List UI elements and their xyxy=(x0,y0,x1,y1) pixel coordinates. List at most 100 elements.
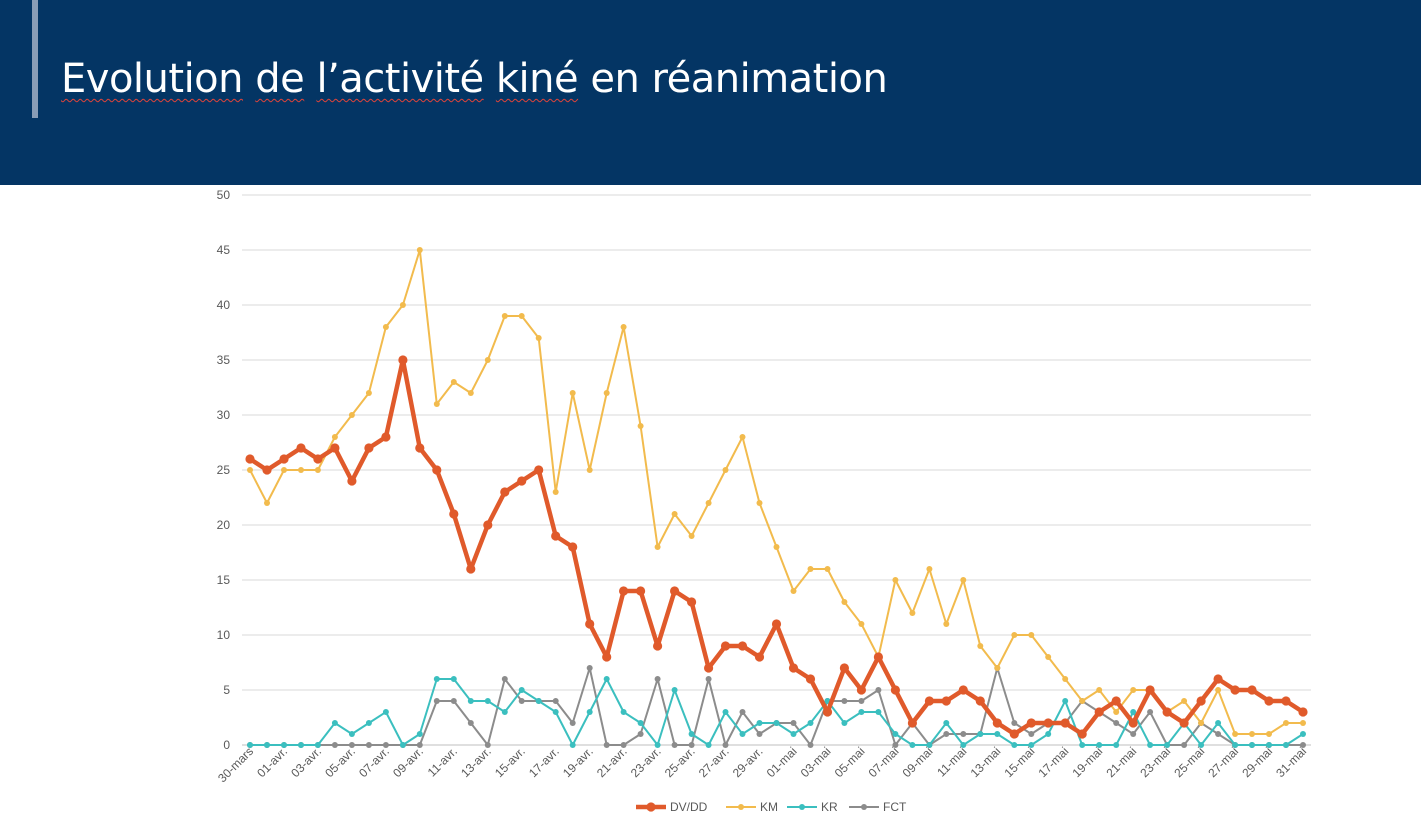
data-point xyxy=(586,665,593,671)
data-point xyxy=(1096,687,1103,693)
data-point xyxy=(654,544,661,550)
data-point xyxy=(450,698,457,704)
data-point xyxy=(551,531,561,541)
y-tick-label: 15 xyxy=(217,573,231,587)
x-tick-label: 15-avr. xyxy=(492,744,528,780)
data-point xyxy=(1181,698,1188,704)
data-point xyxy=(416,731,423,737)
data-point xyxy=(873,652,884,662)
x-tick-label: 21-avr. xyxy=(594,744,630,780)
data-point xyxy=(484,698,491,704)
data-point xyxy=(382,709,389,715)
data-point xyxy=(1198,742,1205,748)
data-point xyxy=(1079,742,1086,748)
data-point xyxy=(518,687,525,693)
data-point xyxy=(1232,742,1239,748)
data-point xyxy=(892,577,899,583)
data-point xyxy=(704,663,714,673)
data-point xyxy=(1147,742,1154,748)
data-point xyxy=(313,454,323,464)
data-point xyxy=(1145,685,1155,695)
y-axis-tick-labels: 0 5 10 15 20 25 30 35 40 45 50 xyxy=(217,188,231,752)
data-point xyxy=(1045,654,1052,660)
data-point xyxy=(788,663,799,673)
data-point xyxy=(671,511,678,517)
series-line xyxy=(250,678,1304,746)
x-tick-label: 27-avr. xyxy=(696,744,732,780)
data-point xyxy=(1113,720,1120,726)
data-point xyxy=(620,709,627,715)
data-point xyxy=(1011,742,1018,748)
data-point xyxy=(1283,742,1289,748)
data-point xyxy=(585,619,595,629)
data-point xyxy=(1026,718,1036,728)
data-point xyxy=(670,586,680,596)
data-point xyxy=(1043,718,1053,728)
data-point xyxy=(722,709,729,715)
x-tick-label: 11-avr. xyxy=(425,744,460,779)
data-point xyxy=(992,718,1002,728)
data-point xyxy=(790,588,797,594)
data-point xyxy=(279,454,289,464)
data-point xyxy=(737,641,748,651)
data-point xyxy=(1215,720,1222,726)
data-point xyxy=(500,487,510,497)
series-kr xyxy=(247,676,1306,748)
data-point xyxy=(688,533,695,539)
data-point xyxy=(365,742,372,748)
data-point xyxy=(722,742,729,748)
data-point xyxy=(331,742,338,748)
data-point xyxy=(569,742,576,748)
x-tick-label: 05-avr. xyxy=(322,744,358,780)
x-tick-label: 25-avr. xyxy=(662,744,698,780)
data-point xyxy=(1196,696,1206,706)
x-tick-label: 07-avr. xyxy=(356,744,392,780)
data-point xyxy=(909,742,916,748)
data-point xyxy=(1077,729,1087,739)
data-point xyxy=(926,566,933,572)
data-point xyxy=(1111,696,1121,706)
data-point xyxy=(839,663,850,673)
data-point xyxy=(1215,731,1222,737)
legend-swatch-marker xyxy=(738,804,744,810)
data-point xyxy=(1266,742,1272,748)
data-point xyxy=(382,742,389,748)
data-point xyxy=(450,676,457,682)
data-point xyxy=(653,641,663,651)
data-point xyxy=(281,467,287,473)
data-point xyxy=(720,641,731,651)
data-point xyxy=(330,443,340,453)
data-point xyxy=(569,720,576,726)
x-tick-label: 29-mai xyxy=(1239,744,1275,780)
data-point xyxy=(1266,731,1272,737)
data-point xyxy=(636,586,646,596)
data-point xyxy=(247,742,253,748)
data-point xyxy=(1198,720,1205,726)
x-tick-label: 19-mai xyxy=(1069,744,1105,780)
data-point xyxy=(450,379,457,385)
data-point xyxy=(314,467,321,473)
data-point xyxy=(483,520,493,530)
data-point xyxy=(518,313,525,319)
data-point xyxy=(824,566,831,572)
legend-item: DV/DD xyxy=(636,800,708,814)
data-point xyxy=(467,390,474,396)
data-point xyxy=(534,465,544,475)
data-point xyxy=(875,687,882,693)
data-point xyxy=(399,302,406,308)
data-point xyxy=(314,742,321,748)
data-point xyxy=(841,599,848,605)
data-point xyxy=(822,707,833,717)
data-point xyxy=(858,709,865,715)
data-point xyxy=(1011,720,1018,726)
data-point xyxy=(416,742,423,748)
legend-swatch-marker xyxy=(861,804,867,810)
data-point xyxy=(432,465,442,475)
data-point xyxy=(941,696,951,706)
data-point xyxy=(688,731,695,737)
legend-item: FCT xyxy=(849,800,907,814)
data-point xyxy=(365,720,372,726)
data-point xyxy=(364,443,374,453)
x-tick-label: 09-mai xyxy=(900,744,936,780)
data-point xyxy=(739,709,746,715)
